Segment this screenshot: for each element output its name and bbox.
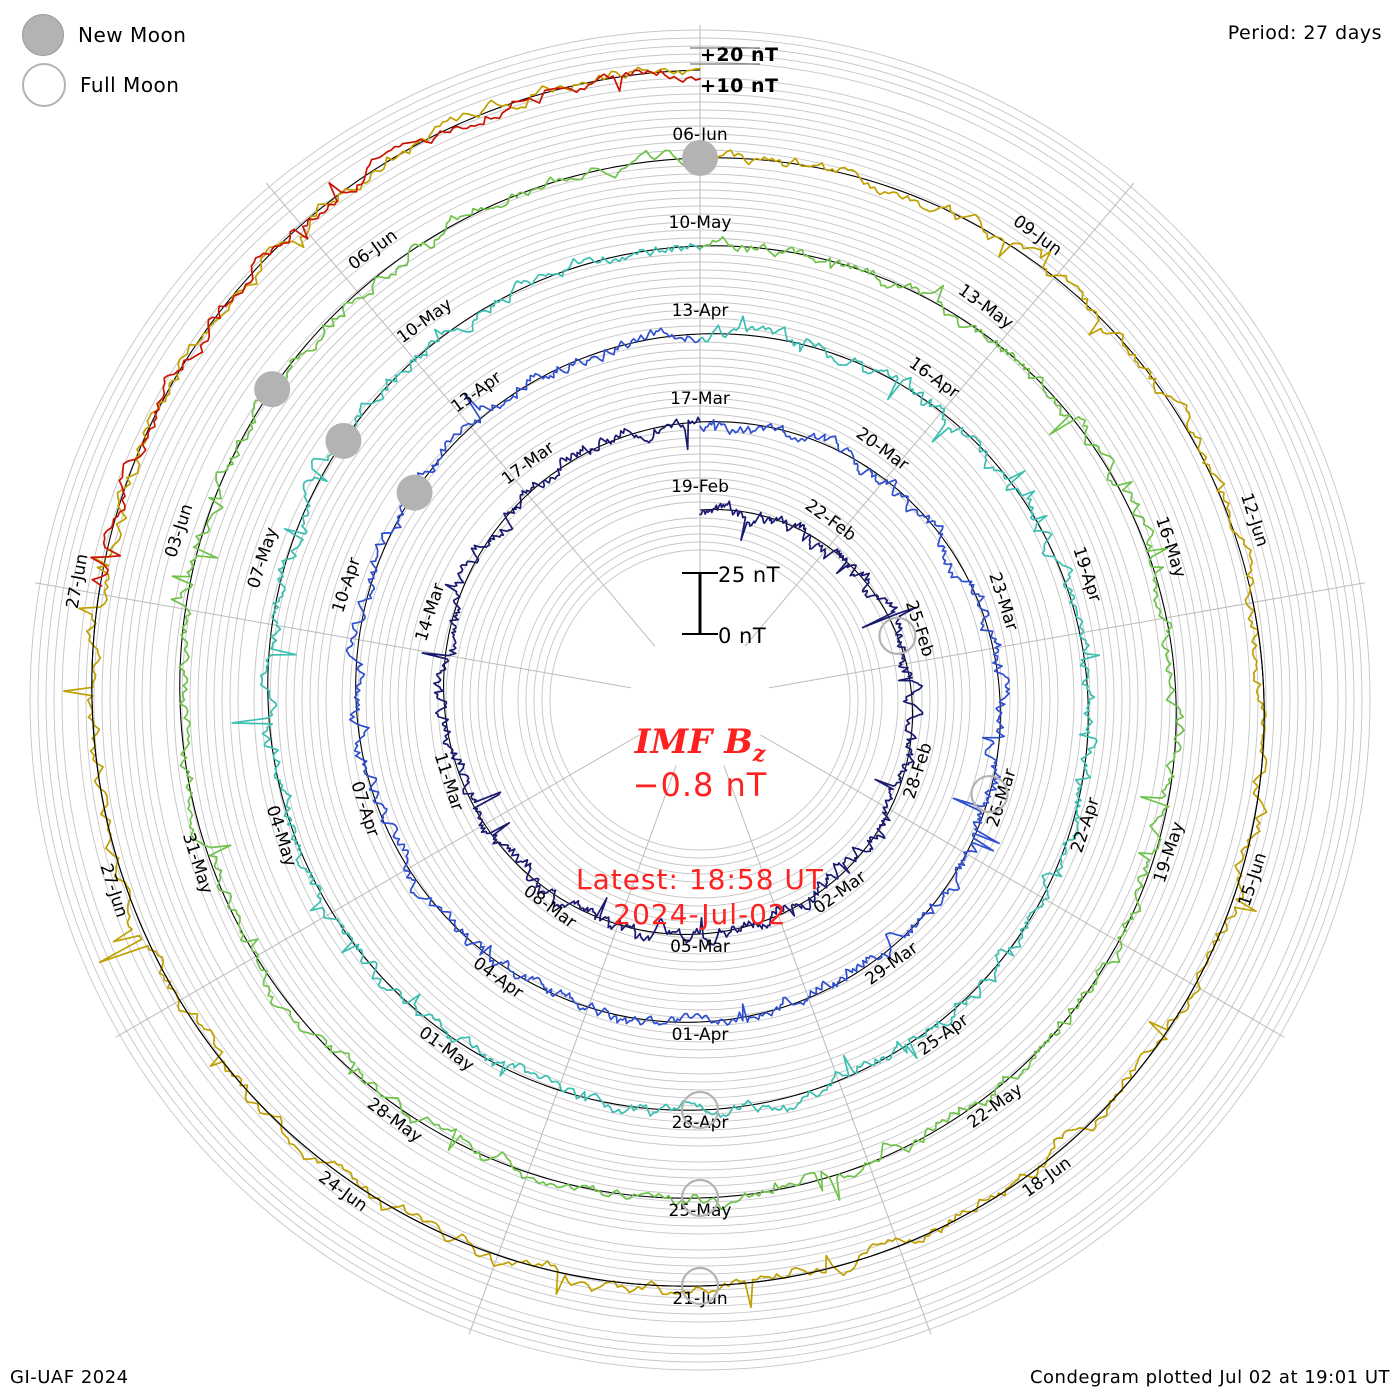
imf-quantity-name: IMF B <box>634 722 753 762</box>
radial-axis-label-20nt: +20 nT <box>700 44 779 66</box>
scale-bar-top-label: 25 nT <box>718 563 781 587</box>
date-label: 06-Jun <box>672 125 727 145</box>
date-label: 16-Apr <box>905 353 963 403</box>
new-moon-marker <box>254 371 291 408</box>
imf-latest-time: Latest: 18:58 UT <box>575 863 825 896</box>
date-label: 10-May <box>393 295 456 348</box>
full-moon-marker <box>680 1266 720 1306</box>
imf-quantity-subscript: z <box>752 740 766 767</box>
date-label: 25-May <box>669 1201 732 1221</box>
imf-latest-date: 2024-Jul-02 <box>613 898 787 931</box>
date-label: 07-May <box>244 525 282 591</box>
new-moon-marker <box>396 474 433 511</box>
radial-axis-label-10nt: +10 nT <box>700 75 779 97</box>
scale-bar-bottom-label: 0 nT <box>718 624 767 648</box>
legend-label-new-moon: New Moon <box>78 23 187 47</box>
date-label: 09-Jun <box>1009 211 1065 260</box>
date-label: 23-Mar <box>984 570 1022 633</box>
moon-phase-legend: New Moon Full Moon <box>22 10 186 110</box>
date-label: 16-May <box>1151 514 1189 580</box>
date-label: 27-Jun <box>63 552 93 610</box>
full-moon-marker <box>680 1178 720 1218</box>
date-label: 12-Jun <box>1236 491 1272 550</box>
date-label: 20-Mar <box>852 424 912 475</box>
footer-credit: GI-UAF 2024 <box>10 1367 129 1388</box>
date-label: 13-May <box>954 280 1017 333</box>
date-label: 28-Apr <box>672 1113 729 1133</box>
full-moon-icon <box>22 63 66 107</box>
date-label: 10-May <box>669 213 732 233</box>
imf-quantity-title: IMF Bz <box>0 722 1400 767</box>
legend-item-new-moon: New Moon <box>22 10 186 60</box>
imf-current-value: −0.8 nT <box>632 766 768 804</box>
legend-label-full-moon: Full Moon <box>80 73 180 97</box>
date-label: 19-Feb <box>671 477 729 497</box>
date-label: 01-May <box>415 1023 478 1076</box>
date-label: 21-Jun <box>672 1289 727 1309</box>
date-label: 13-Apr <box>672 301 729 321</box>
full-moon-marker <box>970 774 1009 814</box>
new-moon-marker <box>325 422 362 459</box>
date-label: 17-Mar <box>670 389 730 409</box>
footer-plot-time: Condegram plotted Jul 02 at 19:01 UT <box>1029 1367 1390 1388</box>
full-moon-marker <box>878 616 917 655</box>
date-label: 25-Apr <box>915 1010 973 1060</box>
date-label: 14-Mar <box>412 581 450 644</box>
new-moon-marker <box>682 140 718 176</box>
date-label: 05-Mar <box>670 937 730 957</box>
legend-item-full-moon: Full Moon <box>22 60 186 110</box>
new-moon-icon <box>22 14 64 56</box>
period-label: Period: 27 days <box>1227 22 1382 44</box>
date-label: 01-Apr <box>672 1025 729 1045</box>
date-label: 22-Apr <box>1067 795 1104 855</box>
full-moon-marker <box>680 1090 720 1130</box>
